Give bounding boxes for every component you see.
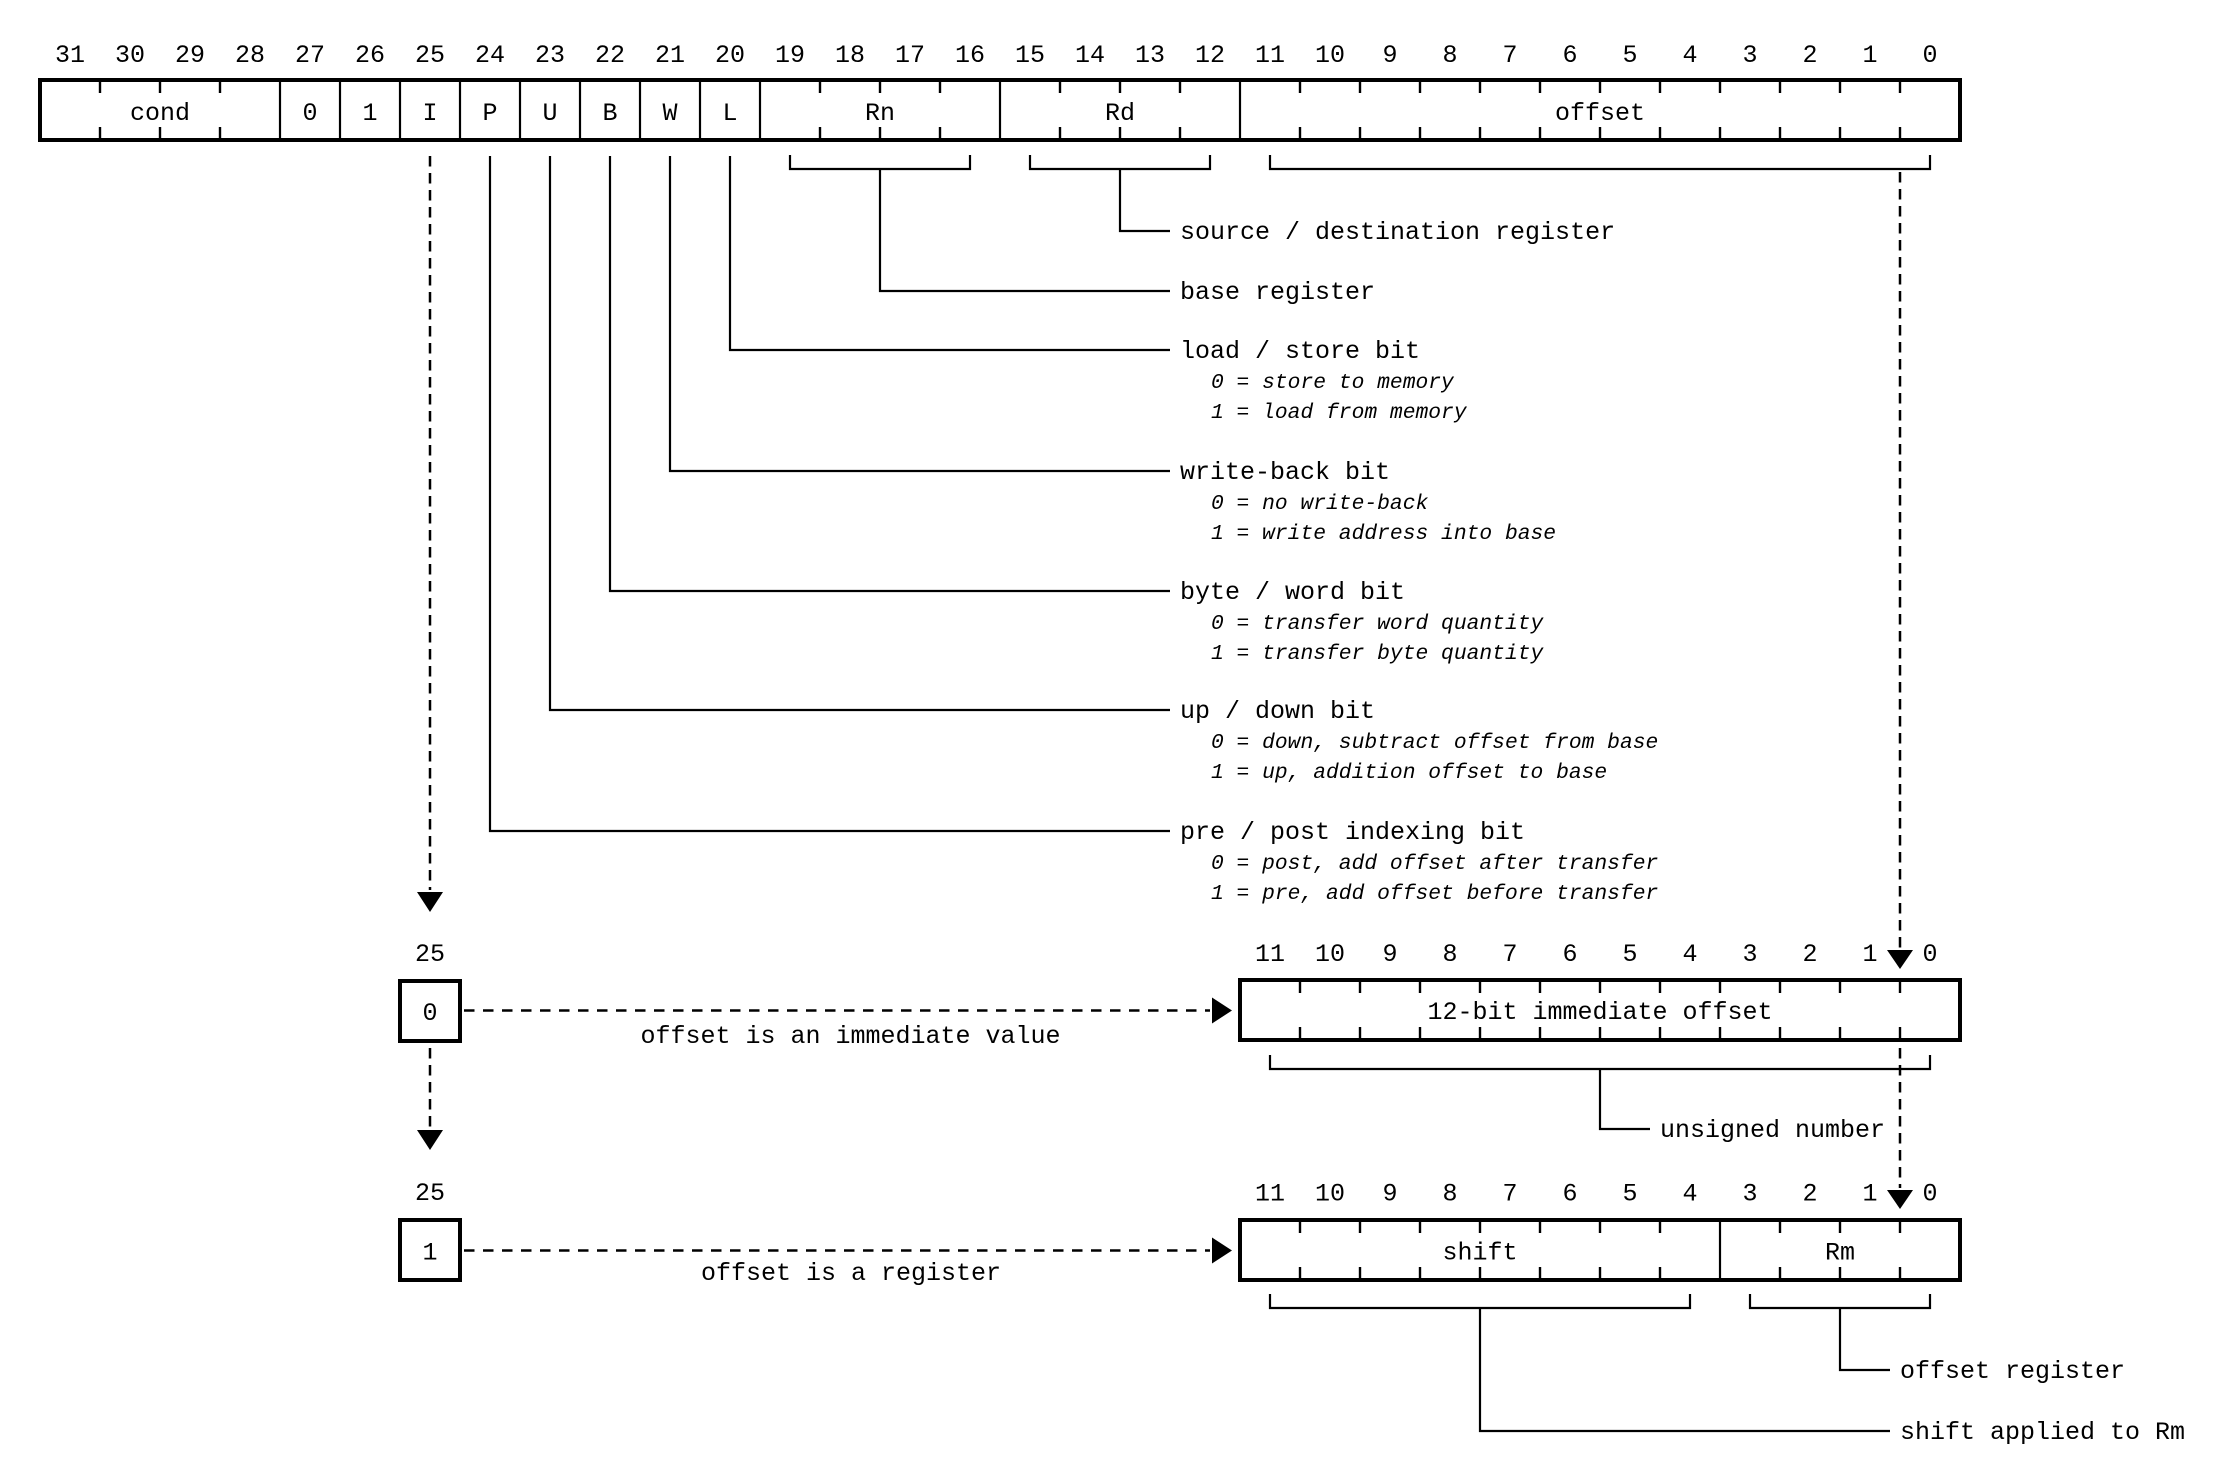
svg-text:0 = transfer word quantity: 0 = transfer word quantity bbox=[1211, 612, 1545, 636]
svg-text:31: 31 bbox=[55, 41, 85, 70]
svg-text:27: 27 bbox=[295, 41, 325, 70]
svg-text:0: 0 bbox=[422, 999, 437, 1028]
svg-text:7: 7 bbox=[1502, 1180, 1517, 1209]
svg-text:U: U bbox=[542, 99, 557, 128]
svg-text:0: 0 bbox=[1922, 940, 1937, 969]
svg-text:1 = transfer byte quantity: 1 = transfer byte quantity bbox=[1211, 642, 1545, 666]
svg-text:11: 11 bbox=[1255, 41, 1285, 70]
svg-text:0 = store to memory: 0 = store to memory bbox=[1211, 371, 1455, 395]
svg-text:23: 23 bbox=[535, 41, 565, 70]
svg-text:6: 6 bbox=[1562, 41, 1577, 70]
svg-text:10: 10 bbox=[1315, 940, 1345, 969]
svg-text:26: 26 bbox=[355, 41, 385, 70]
svg-text:offset: offset bbox=[1555, 99, 1645, 128]
svg-text:30: 30 bbox=[115, 41, 145, 70]
svg-text:1: 1 bbox=[1862, 41, 1877, 70]
svg-text:load / store bit: load / store bit bbox=[1180, 337, 1420, 366]
svg-text:28: 28 bbox=[235, 41, 265, 70]
svg-text:5: 5 bbox=[1622, 41, 1637, 70]
svg-text:2: 2 bbox=[1802, 1180, 1817, 1209]
svg-text:8: 8 bbox=[1442, 940, 1457, 969]
svg-text:byte / word bit: byte / word bit bbox=[1180, 578, 1405, 607]
svg-text:22: 22 bbox=[595, 41, 625, 70]
svg-text:Rd: Rd bbox=[1105, 99, 1135, 128]
svg-text:9: 9 bbox=[1382, 940, 1397, 969]
svg-text:offset register: offset register bbox=[1900, 1357, 2125, 1386]
svg-text:P: P bbox=[482, 99, 497, 128]
svg-text:17: 17 bbox=[895, 41, 925, 70]
svg-text:0: 0 bbox=[1922, 1180, 1937, 1209]
svg-text:25: 25 bbox=[415, 1179, 445, 1208]
svg-text:L: L bbox=[722, 99, 737, 128]
svg-text:1 = up, addition offset to bas: 1 = up, addition offset to base bbox=[1211, 761, 1607, 785]
svg-text:25: 25 bbox=[415, 41, 445, 70]
svg-text:cond: cond bbox=[130, 99, 190, 128]
svg-text:1: 1 bbox=[1862, 1180, 1877, 1209]
svg-text:1 = write address into base: 1 = write address into base bbox=[1211, 522, 1556, 546]
svg-text:20: 20 bbox=[715, 41, 745, 70]
svg-text:Rm: Rm bbox=[1825, 1239, 1855, 1268]
svg-text:14: 14 bbox=[1075, 41, 1105, 70]
svg-text:source / destination register: source / destination register bbox=[1180, 218, 1615, 247]
svg-text:29: 29 bbox=[175, 41, 205, 70]
svg-text:write-back bit: write-back bit bbox=[1180, 458, 1390, 487]
svg-text:shift applied to Rm: shift applied to Rm bbox=[1900, 1418, 2185, 1447]
svg-text:W: W bbox=[662, 99, 677, 128]
svg-text:9: 9 bbox=[1382, 1180, 1397, 1209]
svg-text:5: 5 bbox=[1622, 1180, 1637, 1209]
svg-text:5: 5 bbox=[1622, 940, 1637, 969]
svg-text:unsigned number: unsigned number bbox=[1660, 1116, 1885, 1145]
svg-text:shift: shift bbox=[1442, 1239, 1517, 1268]
svg-text:9: 9 bbox=[1382, 41, 1397, 70]
svg-text:1 = pre, add offset before tra: 1 = pre, add offset before transfer bbox=[1211, 882, 1658, 906]
svg-text:1: 1 bbox=[422, 1239, 437, 1268]
svg-text:6: 6 bbox=[1562, 940, 1577, 969]
svg-text:0: 0 bbox=[1922, 41, 1937, 70]
svg-text:0 = post, add offset after tra: 0 = post, add offset after transfer bbox=[1211, 852, 1658, 876]
svg-text:21: 21 bbox=[655, 41, 685, 70]
svg-text:0 = no write-back: 0 = no write-back bbox=[1211, 492, 1428, 516]
svg-text:I: I bbox=[422, 99, 437, 128]
svg-text:11: 11 bbox=[1255, 1180, 1285, 1209]
svg-text:0 = down, subtract offset from: 0 = down, subtract offset from base bbox=[1211, 731, 1658, 755]
svg-text:offset is an immediate value: offset is an immediate value bbox=[640, 1022, 1060, 1051]
svg-text:1: 1 bbox=[1862, 940, 1877, 969]
svg-text:3: 3 bbox=[1742, 1180, 1757, 1209]
svg-text:6: 6 bbox=[1562, 1180, 1577, 1209]
svg-text:up / down bit: up / down bit bbox=[1180, 697, 1375, 726]
svg-text:11: 11 bbox=[1255, 940, 1285, 969]
svg-text:13: 13 bbox=[1135, 41, 1165, 70]
svg-text:base register: base register bbox=[1180, 278, 1375, 307]
svg-text:10: 10 bbox=[1315, 1180, 1345, 1209]
svg-text:7: 7 bbox=[1502, 41, 1517, 70]
svg-text:pre / post indexing bit: pre / post indexing bit bbox=[1180, 818, 1525, 847]
svg-text:4: 4 bbox=[1682, 940, 1697, 969]
svg-text:7: 7 bbox=[1502, 940, 1517, 969]
svg-text:2: 2 bbox=[1802, 940, 1817, 969]
svg-text:12-bit immediate offset: 12-bit immediate offset bbox=[1427, 998, 1772, 1027]
svg-text:3: 3 bbox=[1742, 940, 1757, 969]
svg-text:12: 12 bbox=[1195, 41, 1225, 70]
svg-text:offset is a register: offset is a register bbox=[701, 1259, 1001, 1288]
svg-text:24: 24 bbox=[475, 41, 505, 70]
svg-text:4: 4 bbox=[1682, 41, 1697, 70]
svg-text:18: 18 bbox=[835, 41, 865, 70]
svg-text:8: 8 bbox=[1442, 41, 1457, 70]
svg-text:3: 3 bbox=[1742, 41, 1757, 70]
svg-text:8: 8 bbox=[1442, 1180, 1457, 1209]
svg-text:25: 25 bbox=[415, 940, 445, 969]
svg-text:16: 16 bbox=[955, 41, 985, 70]
svg-text:4: 4 bbox=[1682, 1180, 1697, 1209]
svg-text:2: 2 bbox=[1802, 41, 1817, 70]
svg-text:1 = load from memory: 1 = load from memory bbox=[1211, 401, 1468, 425]
svg-text:B: B bbox=[602, 99, 617, 128]
svg-text:15: 15 bbox=[1015, 41, 1045, 70]
svg-text:0: 0 bbox=[302, 99, 317, 128]
svg-text:1: 1 bbox=[362, 99, 377, 128]
svg-text:10: 10 bbox=[1315, 41, 1345, 70]
svg-text:Rn: Rn bbox=[865, 99, 895, 128]
svg-text:19: 19 bbox=[775, 41, 805, 70]
